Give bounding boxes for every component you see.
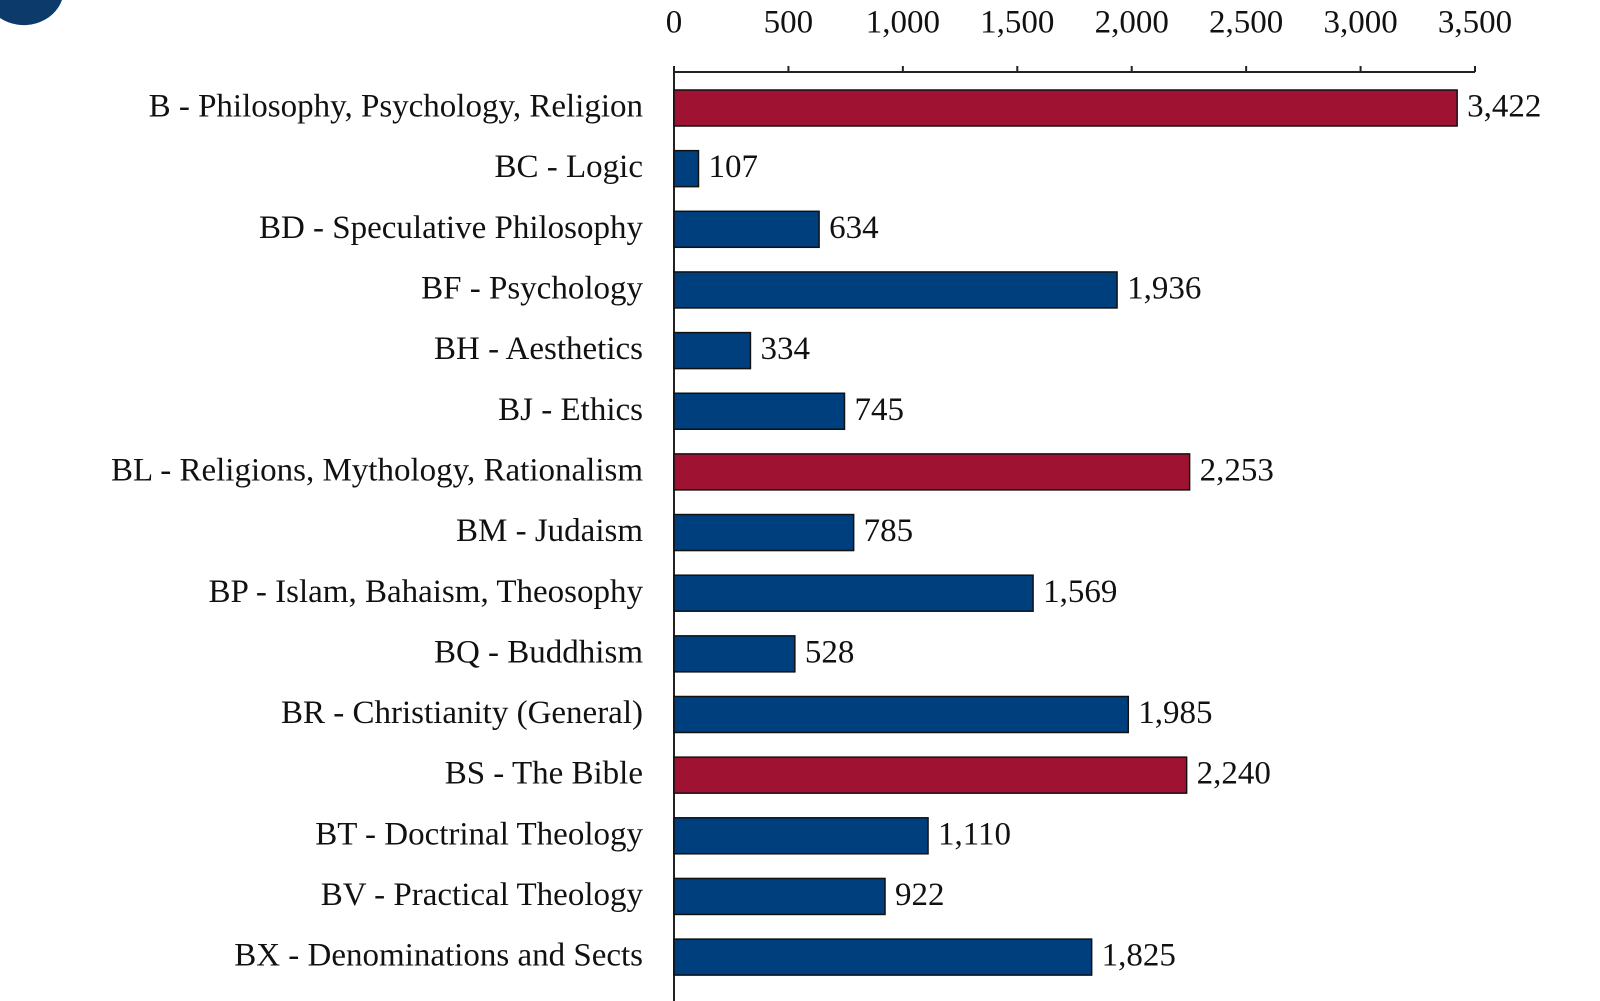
- y-tick-label: BJ - Ethics: [498, 392, 643, 428]
- data-label: 528: [805, 634, 855, 670]
- y-tick-label: BD - Speculative Philosophy: [259, 210, 644, 246]
- y-tick-label: BH - Aesthetics: [434, 331, 643, 367]
- data-label: 785: [864, 513, 914, 549]
- data-label: 2,253: [1200, 452, 1274, 488]
- y-tick-label: BM - Judaism: [456, 513, 643, 549]
- y-tick-label: BC - Logic: [495, 149, 643, 185]
- x-tick-label: 0: [666, 5, 683, 41]
- bar: [673, 210, 820, 249]
- x-tick-label: 1,000: [866, 5, 940, 41]
- bar: [673, 392, 846, 430]
- bar: [673, 453, 1191, 491]
- data-label: 1,985: [1138, 695, 1212, 731]
- y-tick-label: BL - Religions, Mythology, Rationalism: [111, 452, 643, 488]
- x-tick-label: 1,500: [980, 5, 1054, 41]
- data-label: 922: [895, 877, 945, 913]
- y-tick-label: BR - Christianity (General): [281, 695, 643, 731]
- y-tick-label: BP - Islam, Bahaism, Theosophy: [209, 574, 644, 610]
- bar: [673, 938, 1093, 976]
- x-tick-label: 2,000: [1095, 5, 1169, 41]
- x-tick-label: 2,500: [1209, 5, 1283, 41]
- data-label: 634: [829, 210, 879, 246]
- bar: [673, 877, 886, 916]
- y-tick-label: BF - Psychology: [421, 271, 643, 307]
- y-tick-label: BQ - Buddhism: [434, 634, 643, 670]
- bar: [673, 149, 700, 188]
- x-tick-label: 3,500: [1438, 5, 1512, 41]
- bar: [673, 756, 1188, 794]
- y-tick-label: B - Philosophy, Psychology, Religion: [149, 89, 643, 125]
- logo-fragment: [0, 0, 62, 26]
- data-label: 3,422: [1467, 89, 1541, 125]
- bar: [673, 817, 929, 855]
- bar: [673, 89, 1458, 127]
- y-tick-label: BV - Practical Theology: [321, 877, 644, 913]
- bar: [673, 695, 1130, 734]
- data-label: 1,569: [1043, 574, 1117, 610]
- bar: [673, 331, 752, 370]
- x-tick-label: 3,000: [1323, 5, 1397, 41]
- data-label: 107: [708, 149, 758, 185]
- y-tick-label: BT - Doctrinal Theology: [315, 816, 643, 852]
- bar: [673, 513, 855, 552]
- data-label: 1,825: [1102, 938, 1176, 974]
- data-label: 1,936: [1127, 271, 1201, 307]
- data-label: 334: [760, 331, 810, 367]
- x-tick-label: 500: [764, 5, 814, 41]
- y-tick-label: BX - Denominations and Sects: [234, 938, 643, 974]
- bar: [673, 574, 1034, 612]
- data-label: 1,110: [938, 816, 1011, 852]
- data-label: 2,240: [1197, 756, 1271, 792]
- bar: [673, 271, 1118, 309]
- data-label: 745: [854, 392, 904, 428]
- bar: [673, 635, 796, 673]
- y-tick-label: BS - The Bible: [445, 756, 643, 792]
